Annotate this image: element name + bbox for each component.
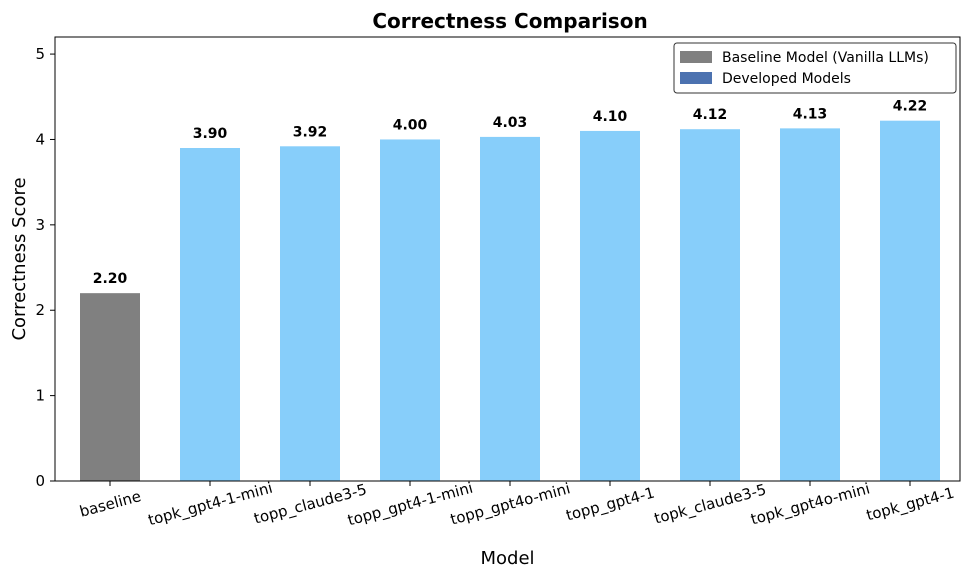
bar-value-label: 3.92 xyxy=(293,124,328,140)
y-tick-label: 1 xyxy=(35,387,45,405)
bar-value-label: 4.00 xyxy=(393,117,428,133)
y-tick-label: 2 xyxy=(35,301,45,319)
y-axis-label: Correctness Score xyxy=(9,177,30,340)
value-labels-group: 2.20 3.90 3.92 4.00 4.03 4.10 4.12 4.13 4.22 xyxy=(93,99,928,287)
bar-value-label: 4.13 xyxy=(793,106,828,122)
x-axis-label: Model xyxy=(480,548,534,569)
x-tick-label: baseline xyxy=(78,487,143,521)
legend-swatch xyxy=(680,51,712,63)
bar-value-label: 4.03 xyxy=(493,115,528,131)
legend-label: Developed Models xyxy=(722,71,851,87)
bar-value-label: 4.10 xyxy=(593,109,628,125)
legend-label: Baseline Model (Vanilla LLMs) xyxy=(722,50,929,66)
x-axis: baseline topk_gpt4-1-minitopp_claude3-5to… xyxy=(78,479,957,531)
bar-value-label: 3.90 xyxy=(193,126,228,142)
y-tick-label: 0 xyxy=(35,472,45,490)
bar xyxy=(180,148,240,481)
bar xyxy=(380,139,440,481)
bar xyxy=(780,128,840,481)
bars-group xyxy=(80,120,940,482)
x-tick-label: topk_gpt4o-mini xyxy=(749,479,872,529)
bar xyxy=(480,136,540,481)
legend-swatch xyxy=(680,72,712,84)
bar xyxy=(680,129,740,481)
y-axis: 0 1 2 3 4 5 xyxy=(35,45,55,490)
x-tick-label: topp_gpt4-1 xyxy=(564,483,657,525)
legend: Baseline Model (Vanilla LLMs) Developed M… xyxy=(673,42,957,94)
y-tick-label: 5 xyxy=(35,45,45,63)
bar-value-label: 4.22 xyxy=(893,99,928,115)
bar xyxy=(80,293,140,481)
legend-box xyxy=(673,42,957,94)
bar-value-label: 2.20 xyxy=(93,271,128,287)
y-tick-label: 4 xyxy=(35,130,45,148)
bar xyxy=(280,146,340,482)
chart-title: Correctness Comparison xyxy=(372,9,647,33)
bar xyxy=(880,120,940,481)
bar-value-label: 4.12 xyxy=(693,107,728,123)
bar xyxy=(580,130,640,481)
y-tick-label: 3 xyxy=(35,216,45,234)
x-tick-label: topk_gpt4-1 xyxy=(864,484,956,526)
plot-frame xyxy=(54,36,961,482)
